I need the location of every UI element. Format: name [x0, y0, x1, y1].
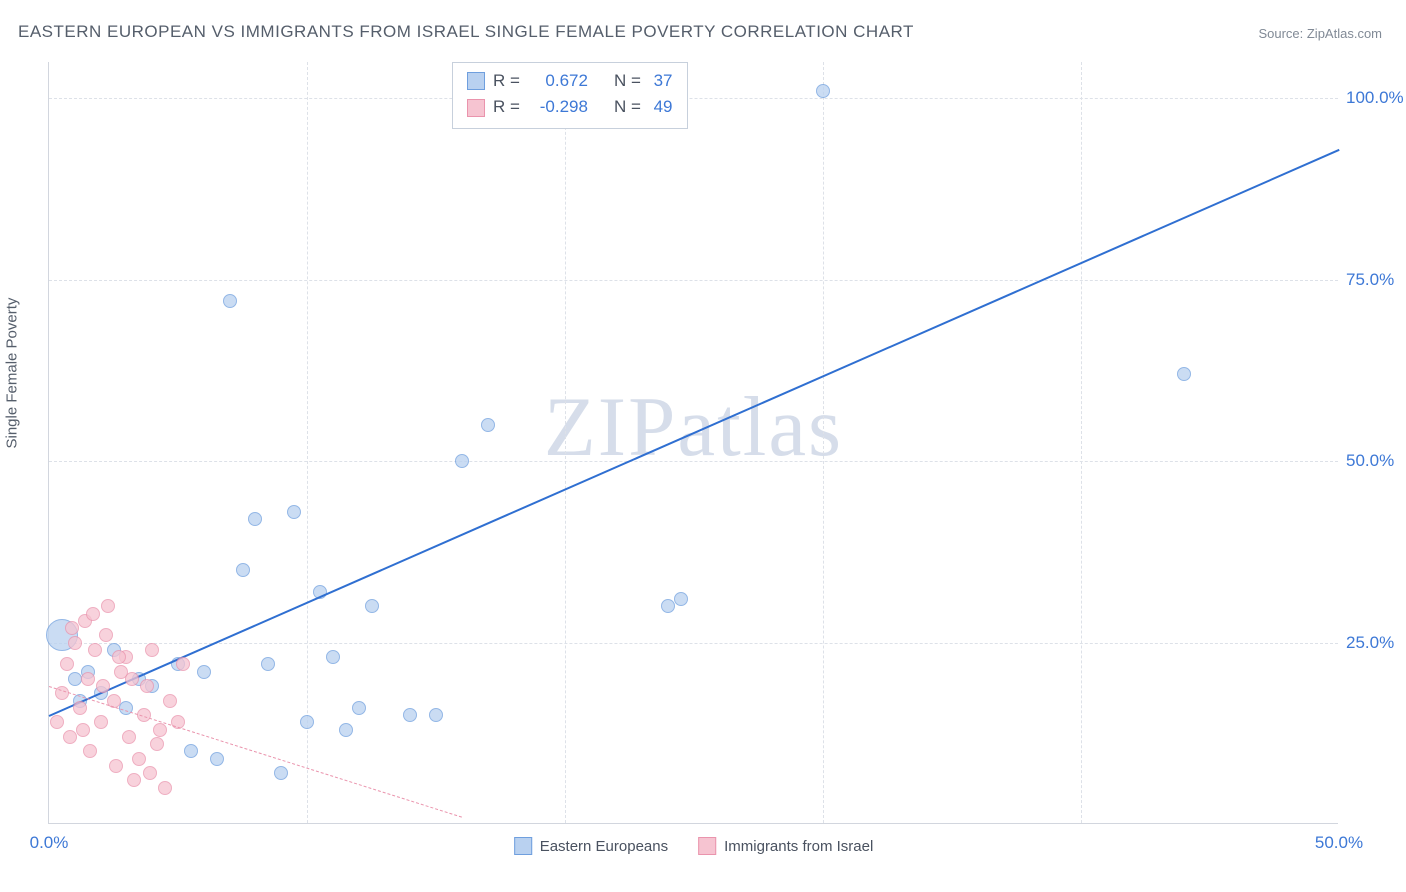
scatter-point — [60, 657, 74, 671]
scatter-point — [150, 737, 164, 751]
gridline-vertical — [307, 62, 308, 823]
scatter-point — [210, 752, 224, 766]
r-value: 0.672 — [528, 68, 588, 94]
scatter-point — [122, 730, 136, 744]
legend-swatch — [698, 837, 716, 855]
scatter-point — [101, 599, 115, 613]
scatter-point — [184, 744, 198, 758]
legend-bottom: Eastern Europeans Immigrants from Israel — [514, 837, 874, 855]
legend-label: Eastern Europeans — [540, 838, 668, 855]
scatter-point — [674, 592, 688, 606]
chart-plot-area: ZIPatlas 25.0%50.0%75.0%100.0%0.0%50.0%E… — [48, 62, 1338, 824]
scatter-point — [132, 752, 146, 766]
legend-item: Eastern Europeans — [514, 837, 668, 855]
scatter-point — [300, 715, 314, 729]
trend-line — [49, 686, 462, 818]
y-tick-label: 75.0% — [1340, 270, 1394, 290]
scatter-point — [197, 665, 211, 679]
scatter-point — [63, 730, 77, 744]
scatter-point — [86, 607, 100, 621]
scatter-point — [68, 636, 82, 650]
legend-swatch — [514, 837, 532, 855]
scatter-point — [125, 672, 139, 686]
scatter-point — [68, 672, 82, 686]
scatter-point — [50, 715, 64, 729]
trend-line — [49, 149, 1340, 717]
scatter-point — [403, 708, 417, 722]
n-value: 49 — [649, 94, 673, 120]
scatter-point — [455, 454, 469, 468]
r-label: R = — [493, 94, 520, 120]
scatter-point — [96, 679, 110, 693]
series-swatch — [467, 72, 485, 90]
x-tick-label: 0.0% — [30, 833, 69, 853]
scatter-point — [158, 781, 172, 795]
gridline-vertical — [1081, 62, 1082, 823]
scatter-point — [76, 723, 90, 737]
chart-title: EASTERN EUROPEAN VS IMMIGRANTS FROM ISRA… — [18, 22, 914, 42]
scatter-point — [73, 701, 87, 715]
scatter-point — [81, 672, 95, 686]
y-tick-label: 25.0% — [1340, 633, 1394, 653]
scatter-point — [153, 723, 167, 737]
source-label: Source: ZipAtlas.com — [1258, 26, 1382, 41]
y-axis-label: Single Female Poverty — [4, 298, 21, 449]
scatter-point — [99, 628, 113, 642]
scatter-point — [143, 766, 157, 780]
y-tick-label: 100.0% — [1340, 88, 1404, 108]
series-swatch — [467, 99, 485, 117]
scatter-point — [163, 694, 177, 708]
y-tick-label: 50.0% — [1340, 451, 1394, 471]
scatter-point — [352, 701, 366, 715]
scatter-point — [429, 708, 443, 722]
scatter-point — [223, 294, 237, 308]
scatter-point — [176, 657, 190, 671]
scatter-point — [65, 621, 79, 635]
correlation-row: R = -0.298 N = 49 — [467, 94, 673, 120]
scatter-point — [326, 650, 340, 664]
scatter-point — [236, 563, 250, 577]
r-value: -0.298 — [528, 94, 588, 120]
legend-label: Immigrants from Israel — [724, 838, 873, 855]
gridline-horizontal — [49, 461, 1338, 462]
scatter-point — [88, 643, 102, 657]
x-tick-label: 50.0% — [1315, 833, 1363, 853]
scatter-point — [248, 512, 262, 526]
correlation-row: R = 0.672 N = 37 — [467, 68, 673, 94]
scatter-point — [481, 418, 495, 432]
scatter-point — [112, 650, 126, 664]
scatter-point — [83, 744, 97, 758]
legend-item: Immigrants from Israel — [698, 837, 873, 855]
scatter-point — [145, 643, 159, 657]
n-value: 37 — [649, 68, 673, 94]
correlation-legend: R = 0.672 N = 37 R = -0.298 N = 49 — [452, 62, 688, 129]
r-label: R = — [493, 68, 520, 94]
gridline-horizontal — [49, 98, 1338, 99]
scatter-point — [274, 766, 288, 780]
scatter-point — [127, 773, 141, 787]
scatter-point — [365, 599, 379, 613]
scatter-point — [339, 723, 353, 737]
scatter-point — [816, 84, 830, 98]
gridline-vertical — [565, 62, 566, 823]
scatter-point — [140, 679, 154, 693]
n-label: N = — [614, 94, 641, 120]
scatter-point — [109, 759, 123, 773]
scatter-point — [261, 657, 275, 671]
gridline-vertical — [823, 62, 824, 823]
gridline-horizontal — [49, 280, 1338, 281]
scatter-point — [94, 715, 108, 729]
scatter-point — [661, 599, 675, 613]
gridline-horizontal — [49, 643, 1338, 644]
n-label: N = — [614, 68, 641, 94]
scatter-point — [1177, 367, 1191, 381]
scatter-point — [287, 505, 301, 519]
